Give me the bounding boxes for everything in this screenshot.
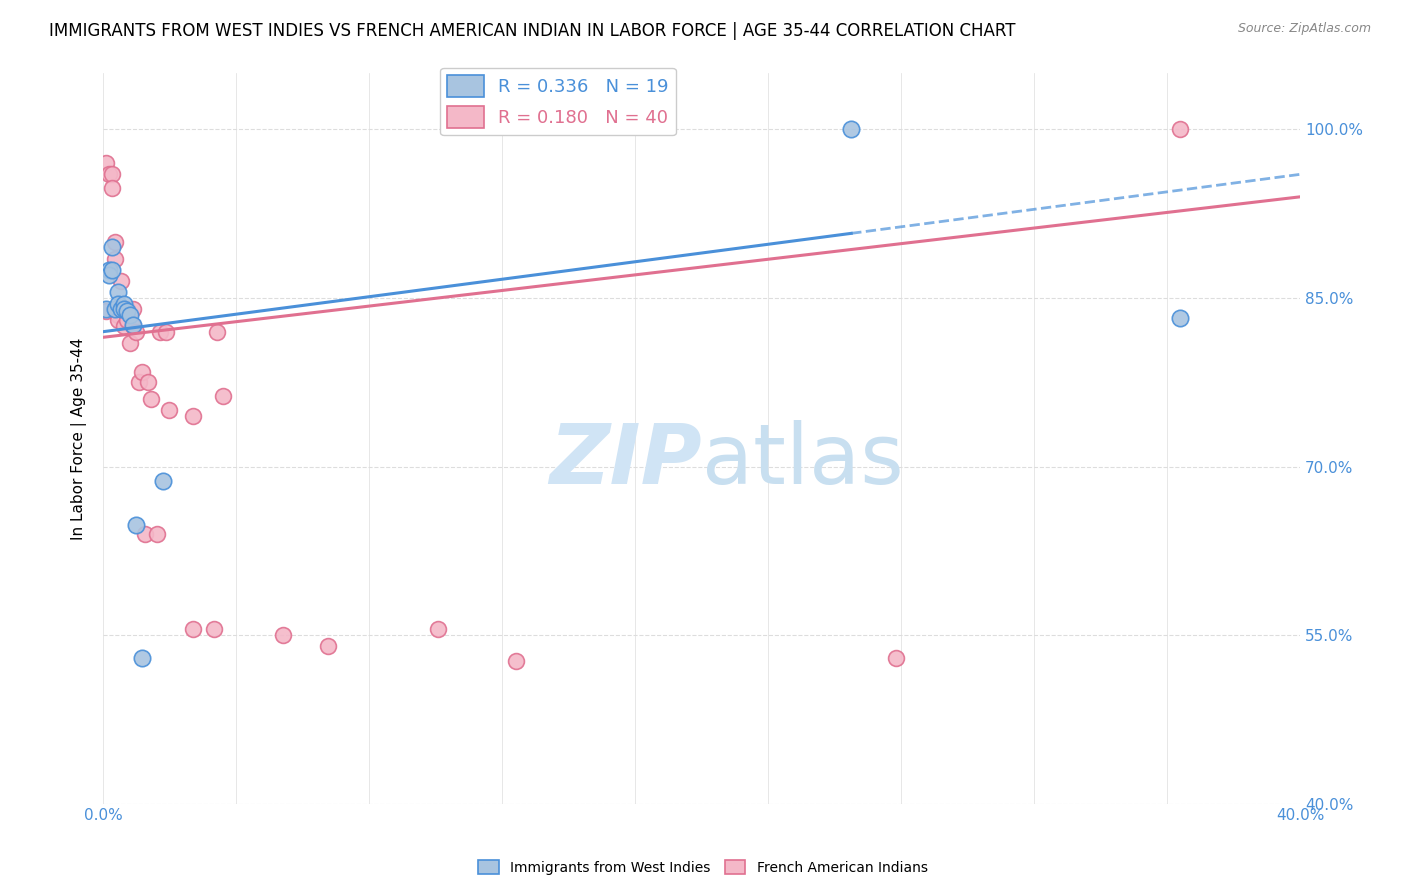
Point xyxy=(112,319,135,334)
Point xyxy=(110,274,132,288)
Point xyxy=(152,474,174,488)
Point xyxy=(110,302,132,317)
Point xyxy=(1170,122,1192,136)
Point xyxy=(115,313,138,327)
Point xyxy=(125,518,148,533)
Point xyxy=(136,376,159,390)
Legend: R = 0.336   N = 19, R = 0.180   N = 40: R = 0.336 N = 19, R = 0.180 N = 40 xyxy=(440,68,676,136)
Point xyxy=(107,313,129,327)
Point xyxy=(115,302,138,317)
Point xyxy=(120,335,142,350)
Point xyxy=(101,263,124,277)
Point xyxy=(107,296,129,310)
Point xyxy=(271,628,294,642)
Text: atlas: atlas xyxy=(702,420,904,500)
Point xyxy=(101,181,124,195)
Point xyxy=(107,285,129,300)
Point xyxy=(181,623,204,637)
Point xyxy=(122,318,145,332)
Point xyxy=(202,623,225,637)
Point xyxy=(131,650,153,665)
Point xyxy=(884,650,907,665)
Point xyxy=(112,302,135,317)
Text: IMMIGRANTS FROM WEST INDIES VS FRENCH AMERICAN INDIAN IN LABOR FORCE | AGE 35-44: IMMIGRANTS FROM WEST INDIES VS FRENCH AM… xyxy=(49,22,1015,40)
Point xyxy=(128,376,150,390)
Point xyxy=(427,623,450,637)
Point xyxy=(101,240,124,254)
Point xyxy=(104,252,127,266)
Point xyxy=(505,654,527,668)
Point xyxy=(134,527,156,541)
Point xyxy=(157,403,180,417)
Point xyxy=(316,640,339,654)
Point xyxy=(98,167,121,181)
Point xyxy=(112,296,135,310)
Point xyxy=(120,308,142,322)
Point xyxy=(112,302,135,317)
Point xyxy=(110,302,132,317)
Point xyxy=(101,167,124,181)
Y-axis label: In Labor Force | Age 35-44: In Labor Force | Age 35-44 xyxy=(72,337,87,540)
Point xyxy=(155,325,177,339)
Point xyxy=(122,302,145,317)
Point xyxy=(149,325,172,339)
Point xyxy=(98,268,121,283)
Text: ZIP: ZIP xyxy=(548,420,702,500)
Point xyxy=(98,263,121,277)
Point xyxy=(107,302,129,317)
Point xyxy=(115,304,138,318)
Point xyxy=(122,319,145,334)
Point xyxy=(181,409,204,423)
Legend: Immigrants from West Indies, French American Indians: Immigrants from West Indies, French Amer… xyxy=(472,855,934,880)
Point xyxy=(1170,311,1192,326)
Point xyxy=(125,325,148,339)
Point xyxy=(107,308,129,322)
Point xyxy=(104,302,127,317)
Point xyxy=(212,389,235,403)
Point xyxy=(839,122,862,136)
Point xyxy=(104,235,127,249)
Point xyxy=(205,325,228,339)
Point xyxy=(96,156,118,170)
Point xyxy=(146,527,169,541)
Point xyxy=(96,304,118,318)
Point xyxy=(131,365,153,379)
Point xyxy=(96,302,118,317)
Point xyxy=(139,392,162,406)
Text: Source: ZipAtlas.com: Source: ZipAtlas.com xyxy=(1237,22,1371,36)
